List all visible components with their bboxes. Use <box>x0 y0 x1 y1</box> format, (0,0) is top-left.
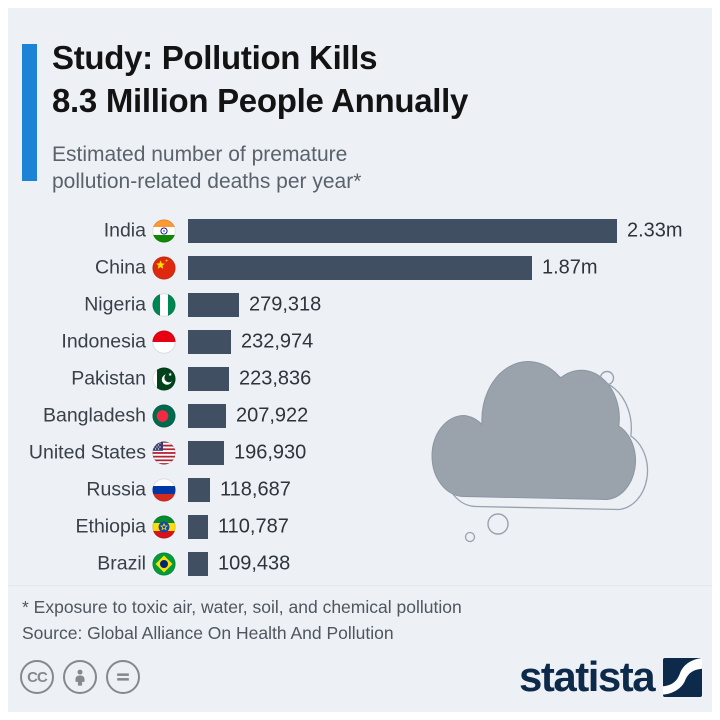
flag-icon-indonesia <box>152 330 176 354</box>
value-label: 2.33m <box>627 219 683 242</box>
source-text: Source: Global Alliance On Health And Po… <box>22 623 394 643</box>
bar <box>188 441 224 465</box>
bar <box>188 515 208 539</box>
country-label: Russia <box>86 478 146 501</box>
cloud-bubble-small <box>464 531 476 543</box>
cloud-filled-shape <box>432 362 636 500</box>
country-label: China <box>95 256 146 279</box>
flag-icon-nigeria <box>152 293 176 317</box>
title-line-2: 8.3 Million People Annually <box>52 82 469 119</box>
chart-row: Russia 118,687 <box>0 478 720 502</box>
chart-row: Bangladesh 207,922 <box>0 404 720 428</box>
flag-icon-india <box>152 219 176 243</box>
flag-icon-ethiopia <box>152 515 176 539</box>
bar <box>188 367 229 391</box>
bar <box>188 478 210 502</box>
chart-row: Brazil 109,438 <box>0 552 720 576</box>
bar <box>188 293 239 317</box>
statista-logo[interactable]: statista <box>519 653 703 700</box>
statista-wordmark: statista <box>519 653 656 700</box>
country-label: Pakistan <box>71 367 146 390</box>
chart-row: Pakistan 223,836 <box>0 367 720 391</box>
cloud-bubble-small-top <box>599 370 615 386</box>
value-label: 196,930 <box>234 441 307 464</box>
value-label: 279,318 <box>249 293 322 316</box>
page-subtitle: Estimated number of premature pollution-… <box>52 141 612 195</box>
chart-row: Nigeria 279,318 <box>0 293 720 317</box>
value-label: 1.87m <box>542 256 598 279</box>
value-label: 110,787 <box>218 515 289 538</box>
title-accent-bar <box>22 44 37 181</box>
title-line-1: Study: Pollution Kills <box>52 39 378 76</box>
value-label: 118,687 <box>220 478 291 501</box>
chart-row: China 1.87m <box>0 256 720 280</box>
country-label: Nigeria <box>84 293 146 316</box>
bar <box>188 330 231 354</box>
value-label: 109,438 <box>218 552 291 575</box>
page-title: Study: Pollution Kills 8.3 Million Peopl… <box>52 36 652 122</box>
cc-icon[interactable]: CC <box>20 660 54 694</box>
chart-row: Indonesia 232,974 <box>0 330 720 354</box>
footer-divider <box>8 585 712 586</box>
country-label: Ethiopia <box>75 515 146 538</box>
bar <box>188 404 226 428</box>
country-label: Brazil <box>97 552 146 575</box>
flag-icon-russia <box>152 478 176 502</box>
chart-row: Ethiopia 110,787 <box>0 515 720 539</box>
value-label: 207,922 <box>236 404 309 427</box>
infographic-canvas <box>8 8 712 712</box>
footer-notes: * Exposure to toxic air, water, soil, an… <box>22 594 462 646</box>
subtitle-line-2: pollution-related deaths per year* <box>52 170 362 193</box>
flag-icon-bangladesh <box>152 404 176 428</box>
bar <box>188 219 617 243</box>
attribution-icon[interactable] <box>63 660 97 694</box>
cloud-bubble-medium <box>487 513 509 535</box>
footnote-text: * Exposure to toxic air, water, soil, an… <box>22 597 462 617</box>
country-label: Indonesia <box>61 330 146 353</box>
flag-icon-china <box>152 256 176 280</box>
country-label: Bangladesh <box>42 404 146 427</box>
no-derivatives-icon[interactable] <box>106 660 140 694</box>
country-label: India <box>103 219 146 242</box>
bar <box>188 552 208 576</box>
value-label: 223,836 <box>239 367 312 390</box>
value-label: 232,974 <box>241 330 314 353</box>
license-badges: CC <box>20 660 140 694</box>
chart-row: India 2.33m <box>0 219 720 243</box>
chart-row: United States 196,930 <box>0 441 720 465</box>
subtitle-line-1: Estimated number of premature <box>52 143 348 166</box>
flag-icon-pakistan <box>152 367 176 391</box>
country-label: United States <box>28 441 146 464</box>
statista-logo-mark <box>663 657 703 697</box>
smog-cloud-illustration <box>420 348 690 543</box>
flag-icon-usa <box>152 441 176 465</box>
flag-icon-brazil <box>152 552 176 576</box>
bar <box>188 256 532 280</box>
